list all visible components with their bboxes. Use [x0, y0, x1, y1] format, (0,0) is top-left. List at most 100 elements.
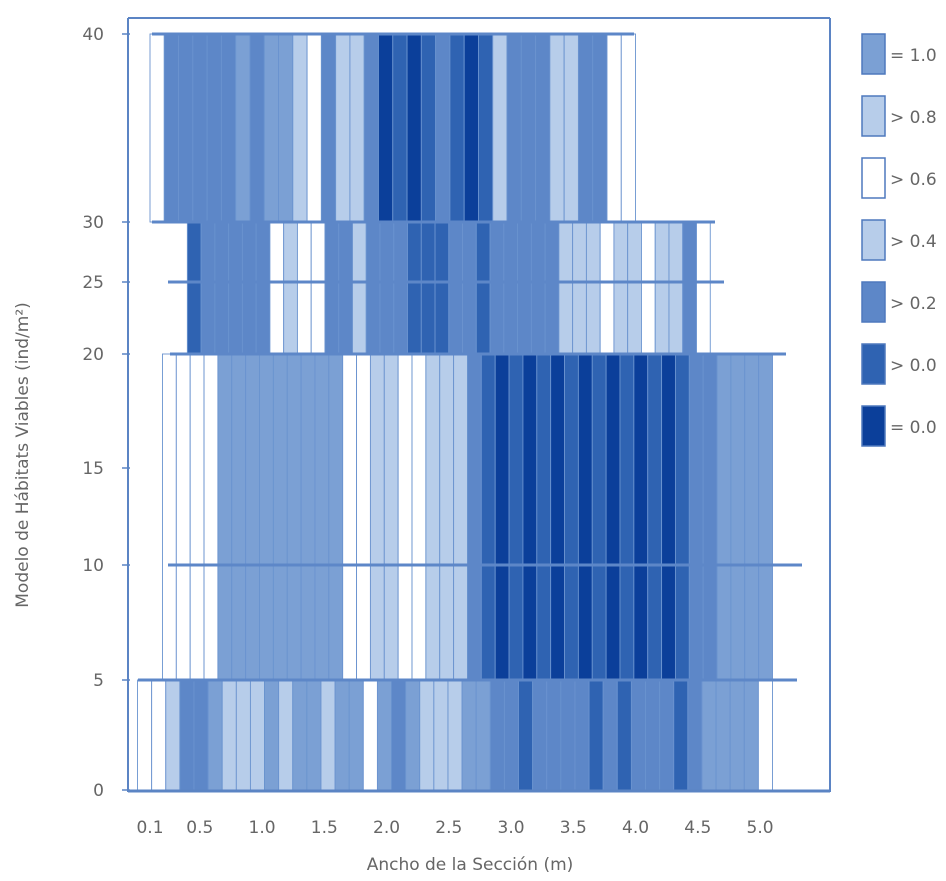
- band-2-cell-6: [269, 221, 285, 355]
- band-2-cell-18: [434, 221, 450, 355]
- legend-entry-5: > 0.0: [861, 343, 937, 385]
- band-2-cell-13: [365, 221, 381, 355]
- band-3-cell-16: [378, 33, 394, 223]
- band-0-cell-3: [179, 679, 195, 791]
- band-0-cell-42: [729, 679, 745, 791]
- band-1-cell-13: [342, 353, 358, 681]
- band-1-cell-20: [439, 353, 455, 681]
- x-tick-label-5: 2.5: [435, 818, 462, 838]
- legend-label-6: = 0.0: [890, 418, 937, 438]
- legend-label-0: = 1.0: [890, 46, 937, 66]
- band-0-cell-21: [433, 679, 449, 791]
- band-2-cell-25: [530, 221, 546, 355]
- band-1-cell-23: [480, 353, 496, 681]
- band-1-cell-6: [245, 353, 260, 681]
- band-0: [137, 679, 773, 791]
- band-3-cell-23: [478, 33, 494, 223]
- band-1-cell-15: [369, 353, 385, 681]
- band-0-cell-12: [306, 679, 322, 791]
- y-axis-label: Modelo de Hábitats Viables (ind/m²): [13, 302, 33, 608]
- legend-entry-6: = 0.0: [861, 405, 937, 447]
- x-tick-label-10: 5.0: [747, 818, 774, 838]
- band-1-cell-12: [328, 353, 344, 681]
- legend-entry-2: > 0.6: [861, 157, 937, 199]
- band-0-cell-9: [264, 679, 280, 791]
- band-3-cell-11: [306, 33, 322, 223]
- band-1-cell-5: [231, 353, 247, 681]
- band-2-cell-2: [214, 221, 230, 355]
- band-1: [161, 353, 773, 681]
- band-2-cell-7: [283, 221, 298, 355]
- band-2-cell-20: [462, 221, 477, 355]
- x-tick-label-8: 4.0: [622, 818, 649, 838]
- band-1-cell-35: [647, 353, 663, 681]
- y-tick-label-3: 15: [82, 459, 104, 479]
- band-1-cell-25: [508, 353, 524, 681]
- band-1-cell-36: [661, 353, 676, 681]
- y-tick-labels: 0 5 10 15 20 25 30 40: [82, 25, 130, 801]
- band-2-cell-1: [200, 221, 216, 355]
- band-3-cell-27: [535, 33, 551, 223]
- band-0-cell-43: [743, 679, 759, 791]
- band-1-cell-7: [259, 353, 274, 681]
- band-3-cell-22: [463, 33, 479, 223]
- band-0-cell-5: [207, 679, 223, 791]
- band-0-cell-22: [447, 679, 463, 791]
- band-1-cell-10: [300, 353, 316, 681]
- y-tick-label-2: 10: [82, 556, 104, 576]
- band-2-cell-34: [654, 221, 670, 355]
- band-3-cell-32: [606, 33, 622, 223]
- legend-entry-4: > 0.2: [861, 281, 937, 323]
- band-1-cell-0: [161, 353, 177, 681]
- band-0-cell-14: [334, 679, 350, 791]
- band-0-cell-7: [235, 679, 251, 791]
- band-3-cell-13: [335, 33, 351, 223]
- band-1-cell-16: [383, 353, 399, 681]
- band-0-cell-37: [659, 679, 675, 791]
- band-2-cell-26: [544, 221, 560, 355]
- band-2: [186, 221, 711, 355]
- band-2-cell-28: [572, 221, 587, 355]
- band-1-cell-37: [675, 353, 690, 681]
- legend-swatch-1: [861, 95, 886, 137]
- y-tick-label-0: 0: [93, 781, 104, 801]
- band-0-cell-35: [630, 679, 646, 791]
- band-2-cell-5: [255, 221, 271, 355]
- band-2-cell-4: [241, 221, 257, 355]
- x-tick-label-4: 2.0: [373, 818, 400, 838]
- band-2-cell-22: [489, 221, 505, 355]
- band-3-cell-17: [392, 33, 408, 223]
- band-2-cell-11: [338, 221, 353, 355]
- band-1-cell-40: [716, 353, 732, 681]
- legend-label-2: > 0.6: [890, 170, 937, 190]
- band-0-cell-0: [137, 679, 153, 791]
- legend-swatch-6: [861, 405, 886, 447]
- band-0-cell-25: [489, 679, 505, 791]
- plot-frame: [127, 17, 831, 793]
- band-0-cell-39: [687, 679, 703, 791]
- band-3-cell-24: [492, 33, 508, 223]
- band-0-cell-36: [645, 679, 661, 791]
- legend: = 1.0 > 0.8 > 0.6 > 0.4 > 0.2 > 0.0 = 0.0: [861, 33, 937, 447]
- band-2-cell-3: [228, 221, 243, 355]
- band-0-cell-10: [278, 679, 294, 791]
- band-2-cell-35: [668, 221, 684, 355]
- band-1-cell-11: [314, 353, 330, 681]
- band-0-cell-24: [475, 679, 491, 791]
- band-2-cell-12: [352, 221, 367, 355]
- band-3-cell-18: [406, 33, 422, 223]
- band-1-cell-8: [272, 353, 288, 681]
- x-tick-label-7: 3.5: [560, 818, 587, 838]
- band-3-cell-29: [563, 33, 579, 223]
- band-2-cell-19: [448, 221, 464, 355]
- band-2-cell-31: [613, 221, 629, 355]
- band-1-cell-31: [591, 353, 607, 681]
- band-1-cell-29: [564, 353, 579, 681]
- band-0-cell-20: [419, 679, 435, 791]
- band-0-cell-23: [461, 679, 477, 791]
- band-1-cell-28: [550, 353, 565, 681]
- legend-swatch-0: [861, 33, 886, 75]
- legend-entry-0: = 1.0: [861, 33, 937, 75]
- x-axis-label: Ancho de la Sección (m): [367, 855, 574, 875]
